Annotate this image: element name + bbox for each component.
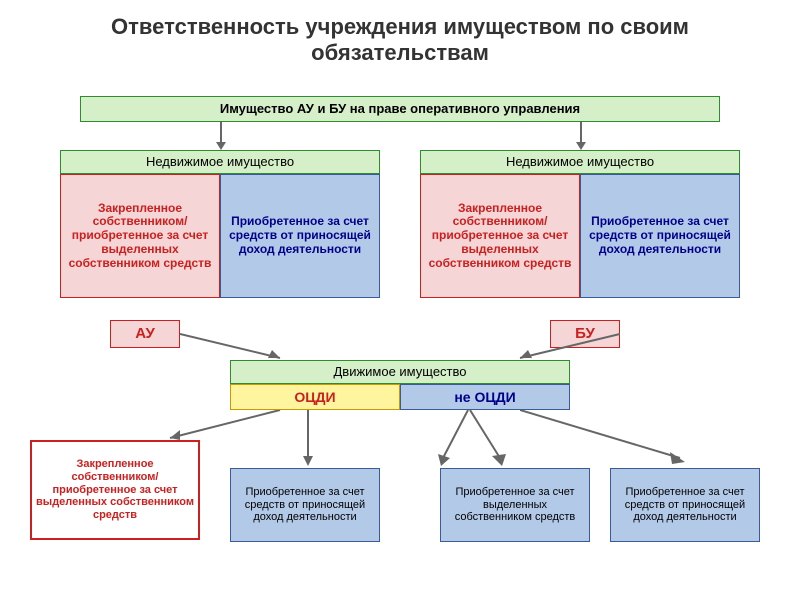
bottom-acquired-3: Приобретенное за счет средств от принося… — [610, 468, 760, 542]
left-secured-box: Закрепленное собственником/ приобретенно… — [60, 174, 220, 298]
bottom-acquired-3-text: Приобретенное за счет средств от принося… — [615, 486, 755, 524]
title-text: Ответственность учреждения имуществом по… — [111, 14, 689, 65]
property-rights-header: Имущество АУ и БУ на праве оперативного … — [80, 96, 720, 122]
page-title: Ответственность учреждения имуществом по… — [0, 0, 800, 77]
au-text: АУ — [135, 325, 155, 342]
ocdi-box: ОЦДИ — [230, 384, 400, 410]
left-secured-text: Закрепленное собственником/ приобретенно… — [65, 202, 215, 271]
bottom-acquired-2: Приобретенное за счет выделенных собстве… — [440, 468, 590, 542]
left-immovable-header: Недвижимое имущество — [60, 150, 380, 174]
bottom-acquired-1: Приобретенное за счет средств от принося… — [230, 468, 380, 542]
property-rights-text: Имущество АУ и БУ на праве оперативного … — [220, 102, 580, 117]
right-acquired-box: Приобретенное за счет средств от принося… — [580, 174, 740, 298]
right-secured-box: Закрепленное собственником/ приобретенно… — [420, 174, 580, 298]
movable-text: Движимое имущество — [333, 365, 466, 380]
movable-property-header: Движимое имущество — [230, 360, 570, 384]
arrow-bu-movable — [500, 332, 620, 362]
bottom-acquired-2-text: Приобретенное за счет выделенных собстве… — [445, 486, 585, 524]
arrow-neocdi-right — [520, 410, 700, 468]
ocdi-text: ОЦДИ — [294, 389, 335, 405]
ne-ocdi-box: не ОЦДИ — [400, 384, 570, 410]
ne-ocdi-text: не ОЦДИ — [454, 389, 515, 405]
arrow-ocdi-mid — [298, 410, 318, 468]
left-acquired-box: Приобретенное за счет средств от принося… — [220, 174, 380, 298]
bottom-acquired-1-text: Приобретенное за счет средств от принося… — [235, 486, 375, 524]
right-immovable-header: Недвижимое имущество — [420, 150, 740, 174]
left-acquired-text: Приобретенное за счет средств от принося… — [225, 215, 375, 256]
arrow-neocdi-mid — [438, 410, 498, 468]
au-label: АУ — [110, 320, 180, 348]
left-immovable-text: Недвижимое имущество — [146, 155, 294, 170]
bottom-secured-box: Закрепленное собственником/ приобретенно… — [30, 440, 200, 540]
right-acquired-text: Приобретенное за счет средств от принося… — [585, 215, 735, 256]
bottom-secured-text: Закрепленное собственником/ приобретенно… — [36, 458, 194, 521]
arrow-au-movable — [180, 332, 300, 362]
right-secured-text: Закрепленное собственником/ приобретенно… — [425, 202, 575, 271]
right-immovable-text: Недвижимое имущество — [506, 155, 654, 170]
